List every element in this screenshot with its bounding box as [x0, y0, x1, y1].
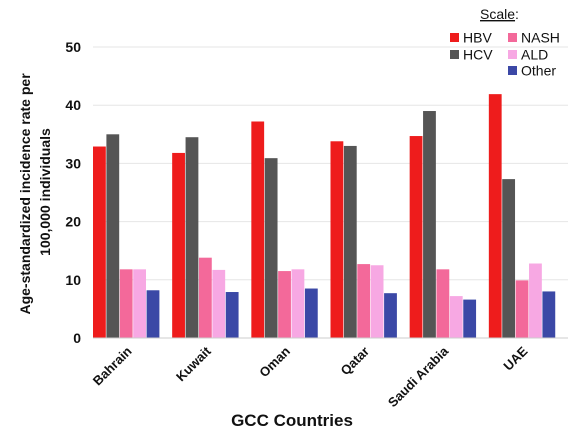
bar-ald-saudi-arabia	[449, 296, 463, 338]
legend-swatch-other	[508, 66, 517, 75]
y-axis-title-line2: 100,000 individuals	[37, 128, 53, 256]
x-axis-categories: Bahrain Kuwait Oman Qatar Saudi Arabia UAE	[90, 343, 531, 410]
y-tick-label: 20	[65, 214, 81, 230]
legend-label-ald: ALD	[521, 47, 548, 63]
bar-hbv-kuwait	[172, 152, 185, 338]
y-tick-label: 30	[65, 155, 81, 171]
bar-ald-qatar	[370, 265, 384, 338]
y-axis-ticks: 0 10 20 30 40 50	[65, 39, 81, 346]
x-tick-label: Kuwait	[173, 343, 214, 384]
x-tick-label: UAE	[500, 343, 530, 373]
bar-hcv-oman	[264, 158, 278, 338]
x-tick-label: Oman	[256, 343, 293, 380]
legend-title-text: Scale	[480, 6, 515, 22]
legend-swatch-nash	[508, 33, 517, 42]
x-tick-label: Saudi Arabia	[385, 343, 452, 410]
y-axis-title-line1: Age-standardized incidence rate per	[17, 73, 33, 315]
bar-hbv-oman	[251, 121, 265, 338]
bar-nash-kuwait	[198, 257, 212, 338]
bar-hbv-saudi-arabia	[409, 136, 423, 338]
bar-nash-uae	[515, 280, 529, 338]
bar-ald-oman	[291, 269, 305, 338]
legend-label-hbv: HBV	[463, 30, 492, 46]
bar-nash-saudi-arabia	[436, 269, 450, 338]
legend-title-suffix: :	[515, 6, 519, 22]
bar-ald-kuwait	[212, 269, 226, 338]
y-tick-label: 40	[65, 97, 81, 113]
x-tick-label: Qatar	[337, 344, 372, 379]
legend-label-hcv: HCV	[463, 47, 493, 63]
bars	[93, 94, 556, 339]
bar-ald-uae	[529, 263, 542, 338]
bar-nash-oman	[278, 271, 291, 338]
legend-title: Scale:	[480, 6, 519, 22]
bar-hbv-uae	[488, 94, 502, 338]
bar-nash-bahrain	[119, 269, 133, 338]
bar-ald-bahrain	[133, 269, 146, 338]
x-tick-label: Bahrain	[90, 343, 135, 388]
y-tick-label: 10	[65, 272, 81, 288]
bar-other-qatar	[384, 293, 397, 338]
legend-label-other: Other	[521, 63, 556, 79]
bar-hcv-kuwait	[185, 137, 199, 338]
legend-label-nash: NASH	[521, 30, 560, 46]
bar-hcv-bahrain	[106, 134, 120, 338]
bar-hcv-uae	[502, 179, 516, 338]
bar-other-oman	[304, 288, 318, 338]
legend-swatch-hcv	[450, 50, 459, 59]
bar-hbv-qatar	[330, 141, 344, 338]
y-axis-title: Age-standardized incidence rate per 100,…	[17, 69, 53, 314]
bar-hbv-bahrain	[93, 146, 106, 338]
y-tick-label: 0	[73, 330, 81, 346]
x-axis-title: GCC Countries	[231, 411, 353, 430]
legend-swatch-hbv	[450, 33, 459, 42]
bar-other-uae	[542, 291, 556, 338]
bar-other-bahrain	[146, 290, 160, 338]
y-tick-label: 50	[65, 39, 81, 55]
bar-hcv-qatar	[343, 145, 357, 338]
legend-swatch-ald	[508, 50, 517, 59]
bar-other-saudi-arabia	[463, 299, 477, 338]
bar-hcv-saudi-arabia	[423, 111, 436, 339]
bar-other-kuwait	[225, 292, 239, 338]
bar-nash-qatar	[357, 264, 371, 338]
